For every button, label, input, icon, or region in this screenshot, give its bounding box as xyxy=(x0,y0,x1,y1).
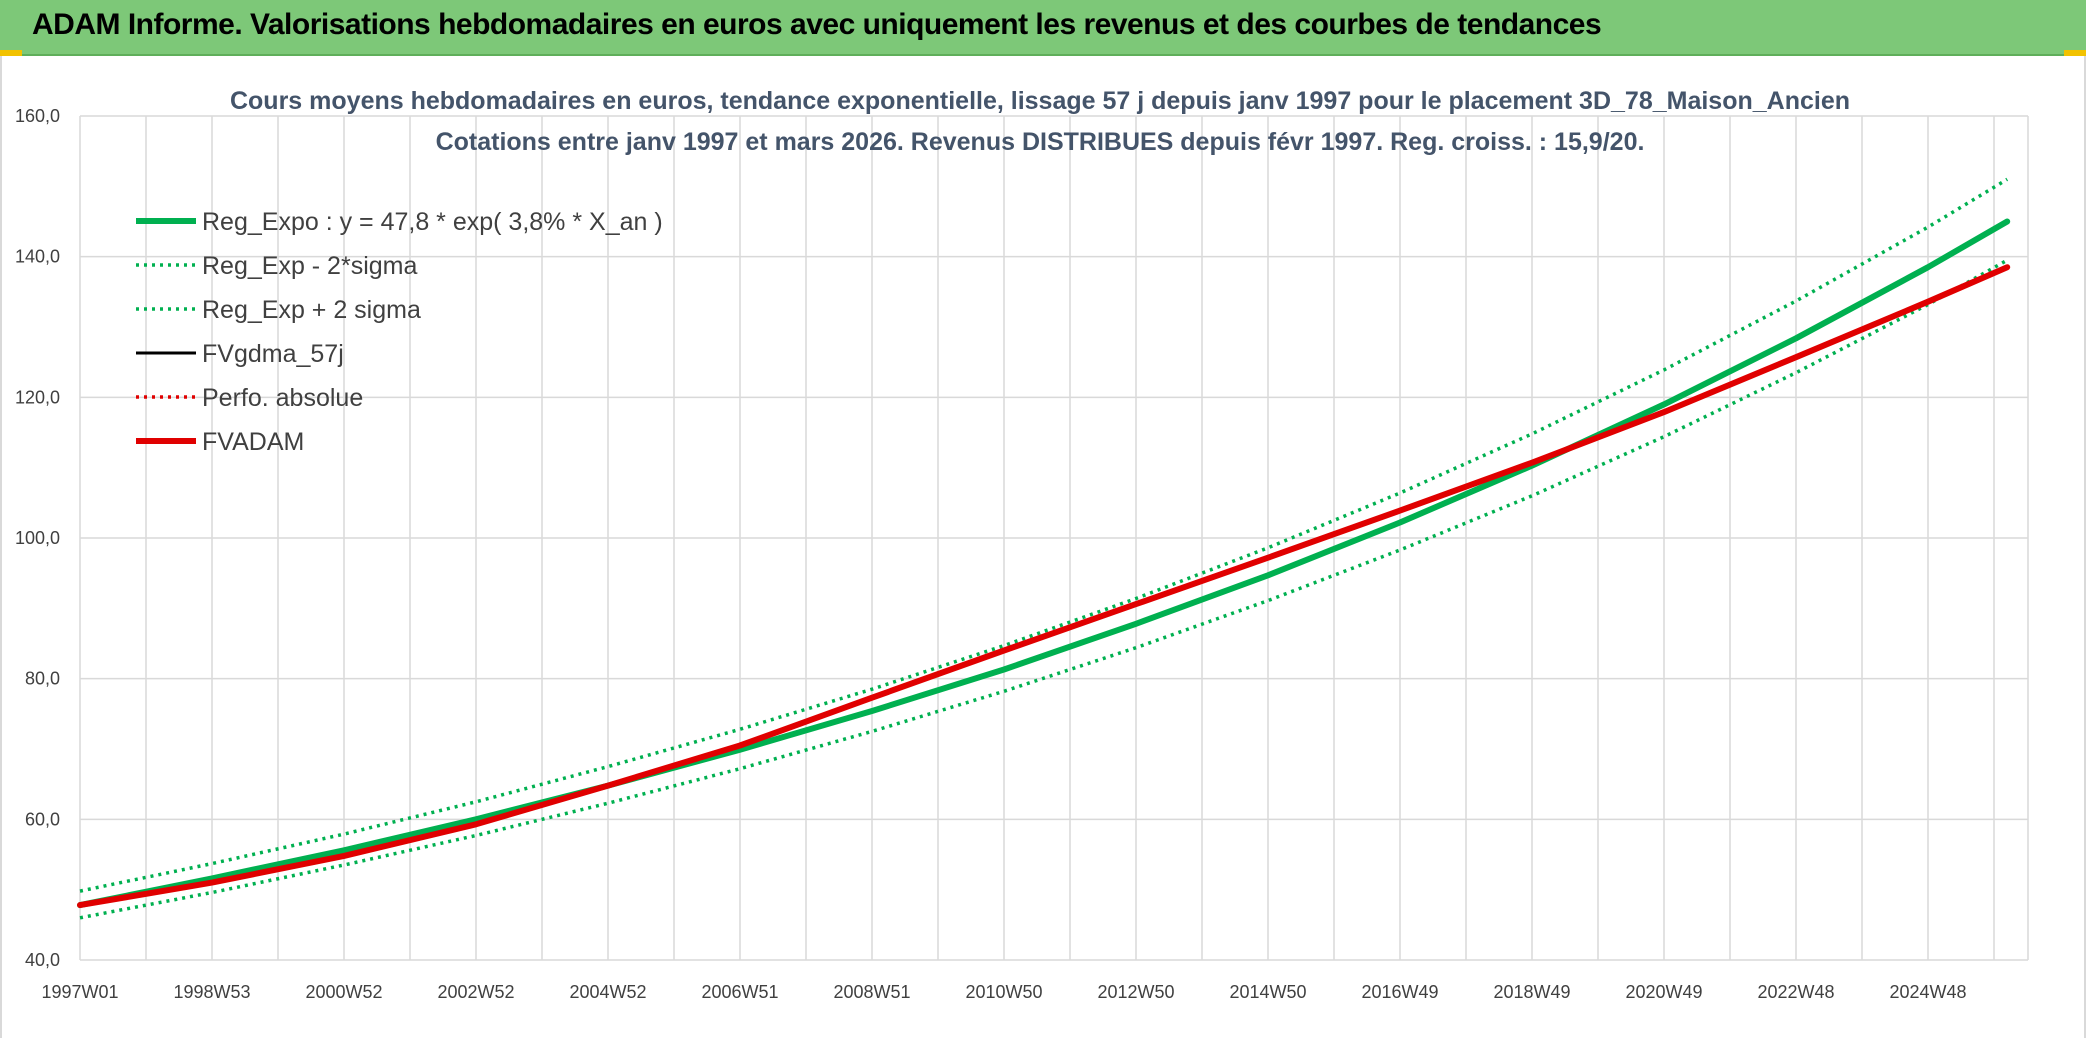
series-line-2 xyxy=(79,177,2009,893)
x-tick-label: 1998W53 xyxy=(173,982,250,1002)
legend-label: FVgdma_57j xyxy=(202,340,344,368)
y-tick-label: 60,0 xyxy=(25,809,60,829)
x-tick-label: 1997W01 xyxy=(41,982,118,1002)
chart-title: Cours moyens hebdomadaires en euros, ten… xyxy=(230,87,1850,115)
series-layer xyxy=(77,177,2011,920)
x-tick-label: 2020W49 xyxy=(1625,982,1702,1002)
series-line-5 xyxy=(77,264,2011,909)
legend: Reg_Expo : y = 47,8 * exp( 3,8% * X_an )… xyxy=(136,208,663,456)
axis-labels: 40,0 60,0 80,0 100,0 120,0 140,0 160,0 1997W01 1… xyxy=(15,106,1967,1002)
x-tick-label: 2008W51 xyxy=(833,982,910,1002)
page-title: ADAM Informe. Valorisations hebdomadaire… xyxy=(32,8,1602,41)
y-tick-label: 100,0 xyxy=(15,528,60,548)
legend-label: Reg_Expo : y = 47,8 * exp( 3,8% * X_an ) xyxy=(202,208,663,236)
chart: Cours moyens hebdomadaires en euros, ten… xyxy=(15,87,2029,1002)
series-line-1 xyxy=(79,258,2009,920)
chart-subtitle: Cotations entre janv 1997 et mars 2026. … xyxy=(436,128,1645,156)
series-line-4 xyxy=(79,265,2008,907)
x-tick-label: 2012W50 xyxy=(1097,982,1174,1002)
y-tick-label: 160,0 xyxy=(15,106,60,126)
corner-marker-left xyxy=(0,50,22,56)
series-line-0 xyxy=(77,218,2011,909)
corner-marker-right xyxy=(2064,50,2086,56)
x-tick-label: 2000W52 xyxy=(305,982,382,1002)
x-tick-label: 2022W48 xyxy=(1757,982,1834,1002)
x-tick-label: 2016W49 xyxy=(1361,982,1438,1002)
grid xyxy=(79,115,2029,961)
y-tick-label: 140,0 xyxy=(15,247,60,267)
x-tick-label: 2006W51 xyxy=(701,982,778,1002)
series-line-3 xyxy=(78,265,2009,907)
legend-label: FVADAM xyxy=(202,428,304,456)
chart-frame xyxy=(0,56,2086,1038)
x-tick-label: 2004W52 xyxy=(569,982,646,1002)
y-tick-label: 80,0 xyxy=(25,669,60,689)
x-tick-label: 2002W52 xyxy=(437,982,514,1002)
header-bar: ADAM Informe. Valorisations hebdomadaire… xyxy=(0,0,2086,56)
x-tick-label: 2024W48 xyxy=(1889,982,1966,1002)
x-tick-label: 2018W49 xyxy=(1493,982,1570,1002)
y-tick-label: 40,0 xyxy=(25,950,60,970)
legend-label: Reg_Exp - 2*sigma xyxy=(202,252,417,280)
y-tick-label: 120,0 xyxy=(15,387,60,407)
legend-label: Reg_Exp + 2 sigma xyxy=(202,296,421,324)
x-tick-label: 2010W50 xyxy=(965,982,1042,1002)
x-tick-label: 2014W50 xyxy=(1229,982,1306,1002)
legend-label: Perfo. absolue xyxy=(202,384,363,412)
